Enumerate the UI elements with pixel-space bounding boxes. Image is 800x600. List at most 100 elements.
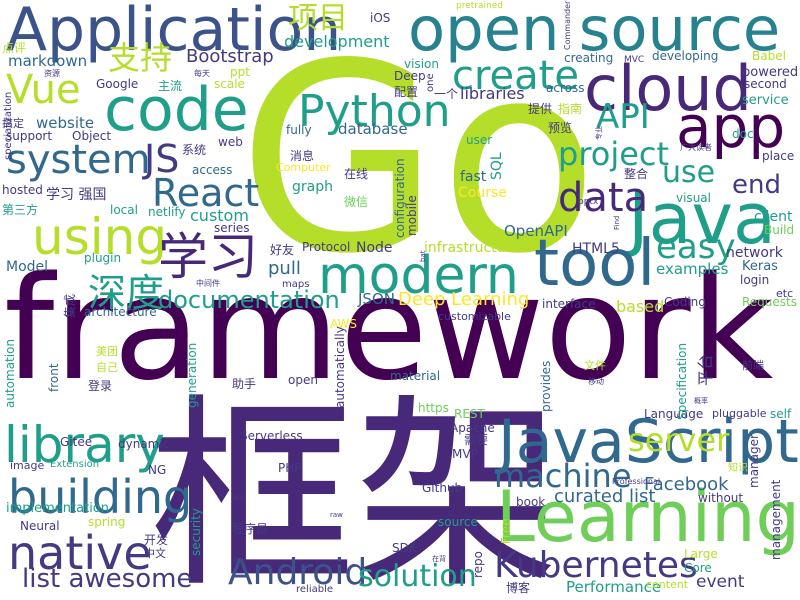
word-automatically: automatically bbox=[333, 326, 347, 408]
word-ppt: ppt bbox=[230, 65, 250, 79]
word-tigong: 提供 bbox=[528, 102, 553, 116]
word-mvc: MVC bbox=[624, 55, 645, 65]
word-framework: framework bbox=[4, 245, 774, 412]
word-visual: visual bbox=[676, 191, 711, 205]
word-place: place bbox=[762, 149, 795, 163]
word-weixin: 微信 bbox=[344, 195, 369, 209]
word-front: front bbox=[47, 363, 61, 392]
word-support: support bbox=[6, 129, 53, 143]
word-js: JS bbox=[144, 137, 180, 181]
word-doc: doc bbox=[732, 127, 754, 141]
word-anquan: 安全 bbox=[232, 557, 246, 565]
word-gitee: Gitee bbox=[60, 435, 93, 449]
word-meitian: 每天 bbox=[194, 69, 210, 78]
word-android: Android bbox=[228, 552, 368, 593]
word-go: Go bbox=[238, 9, 599, 311]
word-github: Github bbox=[422, 481, 463, 495]
word-language: Language bbox=[644, 407, 704, 421]
word-serverless: Serverless bbox=[240, 429, 303, 443]
word-gailv: 概率 bbox=[694, 397, 708, 405]
word-scale: scale bbox=[214, 77, 245, 91]
word-plugin: plugin bbox=[84, 251, 122, 265]
word-login: login bbox=[740, 273, 770, 287]
word-system: system bbox=[6, 137, 151, 183]
word-html5: HTML5 bbox=[572, 241, 620, 257]
word-data: data bbox=[558, 175, 649, 221]
word-bat: bat bbox=[419, 250, 427, 262]
word-open: open bbox=[288, 373, 318, 387]
word-custom: custom bbox=[190, 206, 249, 225]
word-user: user bbox=[466, 133, 493, 147]
word-provides: provides bbox=[539, 360, 553, 412]
word-peizhi: 配置 bbox=[394, 85, 419, 99]
word-course: Course bbox=[458, 185, 507, 201]
word-xuexi-qiangguo: 学习 强国 bbox=[46, 187, 107, 203]
word-zhushou: 助手 bbox=[232, 377, 257, 391]
word-generation: generation bbox=[185, 342, 199, 408]
word-computer: Computer bbox=[276, 161, 331, 174]
word-node: Node bbox=[356, 240, 393, 256]
word-kubernetes: Kubernetes bbox=[494, 545, 698, 586]
word-specification: Specification bbox=[675, 342, 689, 420]
word-yidong: 移动 bbox=[588, 377, 604, 386]
word-repo: repo bbox=[471, 550, 485, 578]
word-xiaoxi: 消息 bbox=[290, 149, 315, 163]
word-sql: SQL bbox=[489, 152, 505, 180]
word-qianduan: 前端 bbox=[742, 359, 764, 372]
word-xitong: 系统 bbox=[182, 143, 207, 157]
word-model: Model bbox=[6, 259, 49, 275]
word-performance: Performance bbox=[566, 578, 662, 596]
word-security: security bbox=[189, 508, 203, 556]
word-apache: Apache bbox=[450, 421, 495, 435]
word-yige: 一个 bbox=[434, 87, 459, 101]
word-keras: Keras bbox=[742, 259, 778, 274]
word-guangda-duzhe: 广大读者 bbox=[680, 143, 712, 152]
word-deep: Deep bbox=[394, 69, 426, 83]
word-spring: spring bbox=[88, 515, 126, 529]
word-json: JSON bbox=[358, 290, 395, 308]
word-haoyou: 好友 bbox=[270, 243, 295, 257]
word-professional: Professional bbox=[612, 477, 661, 486]
word-architecture: architecture bbox=[84, 305, 157, 319]
word-automation: automation bbox=[3, 338, 17, 408]
word-specialization: specialization bbox=[3, 91, 14, 160]
word-pptx: pptx bbox=[578, 197, 599, 207]
word-bokke: 博客 bbox=[506, 581, 531, 595]
word-sdk: SDK bbox=[392, 541, 417, 555]
word-dianping: 点评 bbox=[2, 41, 27, 55]
word-easy: easy bbox=[656, 227, 736, 267]
word-tool: tool bbox=[534, 227, 656, 301]
word-gaoding: 搞定 bbox=[2, 117, 24, 130]
word-customizable: customizable bbox=[438, 310, 511, 323]
word-object: Object bbox=[72, 129, 112, 143]
word-network: network bbox=[726, 245, 783, 261]
word-content: content bbox=[646, 578, 689, 591]
word-create: create bbox=[452, 53, 579, 99]
word-openapi: OpenAPI bbox=[504, 222, 568, 240]
word-javascript: JavaScript bbox=[498, 407, 799, 477]
word-infrastructure: infrastructure bbox=[424, 240, 520, 256]
word-raw: raw bbox=[330, 511, 343, 519]
word-duli: 独立 bbox=[232, 493, 246, 501]
word-java: Java bbox=[628, 178, 776, 260]
word-xiangmu: 项目 bbox=[288, 1, 348, 36]
word-zaibei: 在背 bbox=[432, 555, 446, 563]
word-find: Find bbox=[613, 215, 621, 230]
word-ng: NG bbox=[148, 463, 167, 477]
word-reliable: reliable bbox=[296, 584, 334, 595]
word-free: Free bbox=[499, 518, 513, 544]
word-database: database bbox=[338, 120, 408, 138]
word-pluggable: pluggable bbox=[712, 407, 767, 420]
word-chengxuyuan: 程序员 bbox=[232, 522, 269, 536]
word-learning: Learning bbox=[496, 476, 800, 558]
word-dynamic: dynamic bbox=[118, 437, 170, 451]
word-kaifa: 开发 bbox=[144, 533, 169, 547]
word-zhishi: 知识 bbox=[728, 463, 748, 474]
word-manager: manager bbox=[747, 434, 761, 488]
word-commander: Commander bbox=[563, 0, 572, 50]
word-end: end bbox=[732, 170, 781, 200]
word-wenjian: 文件 bbox=[584, 359, 606, 372]
word-babel: Babel bbox=[752, 49, 786, 63]
word-maps: maps bbox=[282, 279, 310, 290]
